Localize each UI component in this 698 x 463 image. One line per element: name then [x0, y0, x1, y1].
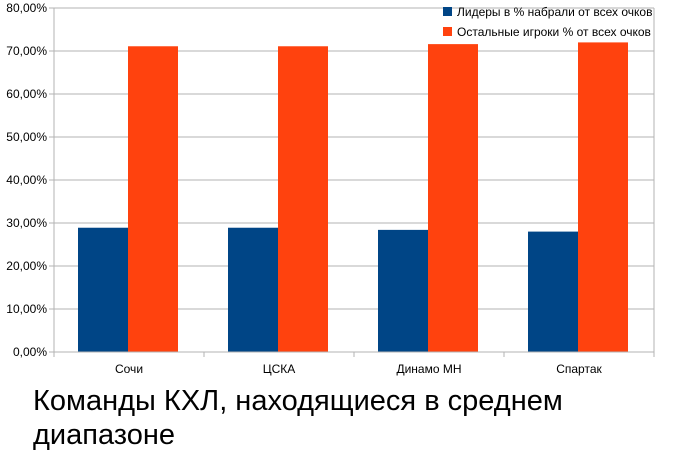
y-tick-label: 60,00% [6, 87, 47, 101]
legend-label: Остальные игроки % от всех очков [457, 25, 651, 39]
bars [78, 42, 628, 353]
bar-leaders [528, 231, 578, 352]
y-tick-label: 80,00% [6, 1, 47, 15]
y-tick-label: 30,00% [6, 216, 47, 230]
y-tick-label: 0,00% [13, 345, 47, 359]
y-axis: 0,00% 10,00% 20,00% 30,00% 40,00% 50,00% 60,00… [6, 1, 47, 359]
bar-leaders [78, 227, 128, 352]
chart-caption: Команды КХЛ, находящиеся в среднем диапа… [33, 385, 563, 451]
legend-swatch [443, 27, 452, 36]
x-tick-label: ЦСКА [263, 362, 296, 376]
x-axis: Сочи ЦСКА Динамо МН Спартак [53, 351, 655, 376]
y-tick-label: 70,00% [6, 44, 47, 58]
legend: Лидеры в % набрали от всех очков Остальны… [443, 5, 652, 39]
y-tick-label: 20,00% [6, 259, 47, 273]
bar-leaders [228, 227, 278, 352]
bar-others [128, 46, 178, 353]
y-tick-label: 40,00% [6, 173, 47, 187]
x-tick-label: Спартак [556, 362, 602, 376]
bar-others [428, 44, 478, 353]
y-tick-label: 50,00% [6, 130, 47, 144]
x-tick-label: Сочи [115, 362, 143, 376]
x-tick-label: Динамо МН [396, 362, 461, 376]
legend-label: Лидеры в % набрали от всех очков [457, 5, 652, 19]
bar-others [578, 42, 628, 353]
legend-swatch [443, 7, 452, 16]
bar-leaders [378, 229, 428, 352]
bar-chart: 0,00% 10,00% 20,00% 30,00% 40,00% 50,00% 60,00… [6, 1, 655, 376]
bar-others [278, 46, 328, 353]
y-tick-label: 10,00% [6, 302, 47, 316]
